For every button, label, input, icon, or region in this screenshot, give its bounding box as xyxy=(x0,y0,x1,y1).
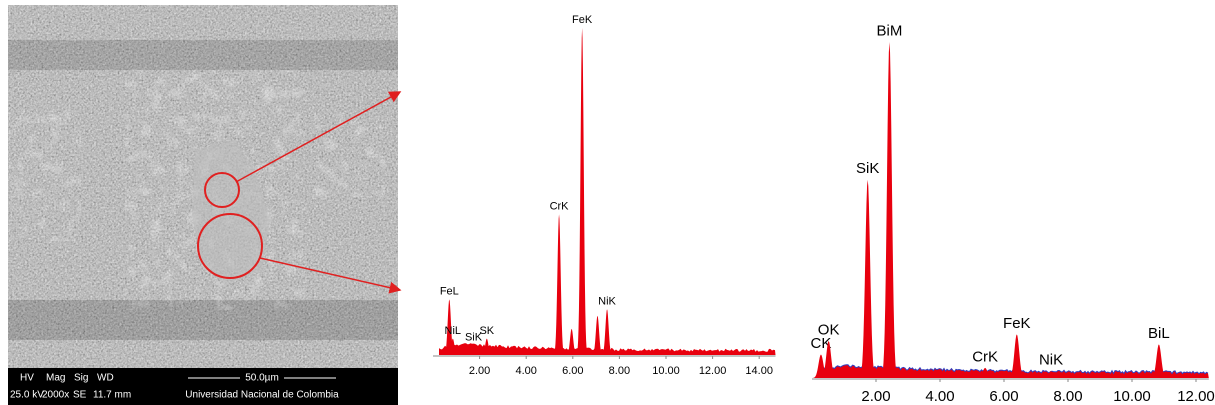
continuum xyxy=(439,343,776,355)
peak xyxy=(467,345,480,355)
peak-label: CK xyxy=(811,335,832,352)
peak-label: NiK xyxy=(598,295,616,307)
peak xyxy=(575,28,589,355)
peak xyxy=(858,179,878,378)
x-tick-label: 14.00 xyxy=(745,365,773,377)
peak xyxy=(480,338,494,355)
x-tick-label: 12.00 xyxy=(1177,388,1215,405)
arrow xyxy=(235,91,402,183)
x-tick-label: 6.00 xyxy=(989,388,1018,405)
info-value: SE xyxy=(73,390,87,401)
arrow xyxy=(259,257,402,294)
particle-cluster xyxy=(320,120,380,190)
sem-particles xyxy=(15,90,380,290)
peak-label: FeK xyxy=(1003,315,1031,332)
peak-label: NiK xyxy=(1039,352,1063,369)
x-tick-label: 4.00 xyxy=(515,365,536,377)
x-tick-label: 8.00 xyxy=(1053,388,1082,405)
highlight-circle xyxy=(204,172,240,208)
x-tick-label: 10.00 xyxy=(652,365,680,377)
peak xyxy=(879,42,900,378)
spectrum: 2.00 4.00 6.00 8.00 10.00 12.00 14.00 FeL NiLSiK… xyxy=(433,14,776,377)
peak-label: OK xyxy=(818,322,840,339)
peak-label: CrK xyxy=(972,348,998,365)
info-label: Sig xyxy=(74,373,88,384)
peak-label: BiM xyxy=(877,22,903,39)
info-value: 25.0 kV xyxy=(10,390,44,401)
peak xyxy=(975,367,995,378)
x-tick-label: 8.00 xyxy=(609,365,630,377)
peak xyxy=(446,338,460,355)
peak xyxy=(552,214,566,355)
x-tick-label: 6.00 xyxy=(562,365,583,377)
info-value: 11.7 mm xyxy=(93,390,131,401)
peak xyxy=(1041,371,1061,378)
peak-label: BiL xyxy=(1148,325,1170,342)
info-bar xyxy=(8,368,398,405)
peak xyxy=(565,328,579,355)
x-tick-label: 2.00 xyxy=(469,365,490,377)
peak-label: SiK xyxy=(465,331,483,343)
peak xyxy=(819,341,839,378)
particle-cluster xyxy=(15,120,75,230)
peak-label: CrK xyxy=(550,201,570,213)
peak xyxy=(811,354,831,378)
peak-label: NiL xyxy=(445,325,462,337)
info-label: HV xyxy=(20,373,34,384)
sem-band xyxy=(8,300,398,340)
scale-bar-gap xyxy=(240,372,284,384)
info-label: Mag xyxy=(46,373,65,384)
x-tick-label: 12.00 xyxy=(699,365,727,377)
institution: Universidad Nacional de Colombia xyxy=(185,390,339,401)
info-value: 2000x xyxy=(42,390,69,401)
x-tick-label: 4.00 xyxy=(925,388,954,405)
peak-label: SK xyxy=(479,325,494,337)
peak-label: SiK xyxy=(856,160,879,177)
peak xyxy=(1149,344,1169,378)
peak xyxy=(1007,334,1027,378)
info-label: WD xyxy=(97,373,114,384)
peak xyxy=(442,299,456,355)
x-tick-label: 2.00 xyxy=(861,388,890,405)
x-tick-label: 10.00 xyxy=(1113,388,1151,405)
peak xyxy=(591,315,604,355)
peak-label: FeL xyxy=(440,286,459,298)
peak xyxy=(600,309,614,355)
peak-label: FeK xyxy=(572,14,593,26)
sem-image: HV Mag Sig WD 25.0 kV 2000x SE 11.7 mm 5… xyxy=(8,5,402,405)
scale-bar-label: 50.0µm xyxy=(245,373,279,384)
sem-band xyxy=(8,40,398,70)
highlight-circle xyxy=(197,213,263,279)
